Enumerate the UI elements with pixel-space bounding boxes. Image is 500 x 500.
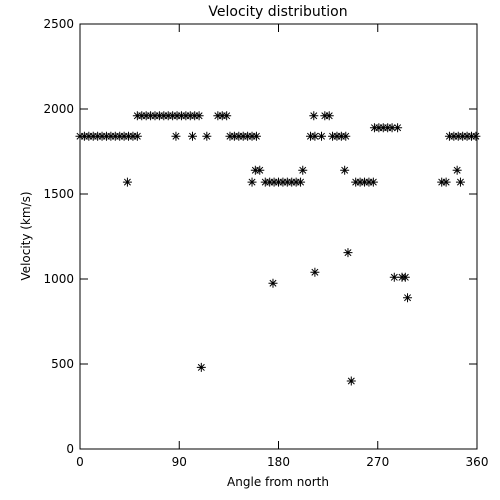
x-tick-label: 360 — [466, 455, 489, 469]
marker — [187, 131, 197, 141]
y-axis-label: Velocity (km/s) — [19, 191, 33, 280]
marker — [202, 131, 212, 141]
x-tick-label: 0 — [76, 455, 84, 469]
marker — [122, 177, 132, 187]
marker — [403, 293, 413, 303]
marker — [251, 131, 261, 141]
marker — [393, 123, 403, 133]
plot-frame — [79, 23, 478, 450]
y-tick-label: 2500 — [43, 17, 74, 31]
marker — [400, 272, 410, 282]
x-tick-label: 270 — [366, 455, 389, 469]
y-tick-label: 2000 — [43, 102, 74, 116]
marker — [452, 165, 462, 175]
marker — [441, 177, 451, 187]
marker — [346, 376, 356, 386]
marker — [341, 131, 351, 141]
y-tick-label: 500 — [51, 357, 74, 371]
marker — [196, 362, 206, 372]
marker — [387, 123, 397, 133]
marker — [310, 267, 320, 277]
marker — [296, 177, 306, 187]
y-tick-label: 0 — [66, 442, 74, 456]
chart-title: Velocity distribution — [208, 4, 347, 20]
marker — [389, 272, 399, 282]
marker — [324, 111, 334, 121]
marker — [309, 111, 319, 121]
marker — [310, 131, 320, 141]
marker — [340, 165, 350, 175]
y-tick-label: 1500 — [43, 187, 74, 201]
marker — [222, 111, 232, 121]
x-axis-label: Angle from north — [227, 475, 329, 489]
marker — [247, 177, 257, 187]
marker — [132, 131, 142, 141]
marker — [194, 111, 204, 121]
marker — [343, 248, 353, 258]
marker — [268, 278, 278, 288]
marker — [471, 131, 481, 141]
marker — [317, 131, 327, 141]
marker — [455, 177, 465, 187]
x-tick-label: 90 — [172, 455, 187, 469]
marker — [298, 165, 308, 175]
x-tick-label: 180 — [267, 455, 290, 469]
y-tick-label: 1000 — [43, 272, 74, 286]
marker — [171, 131, 181, 141]
marker — [255, 165, 265, 175]
marker — [368, 177, 378, 187]
